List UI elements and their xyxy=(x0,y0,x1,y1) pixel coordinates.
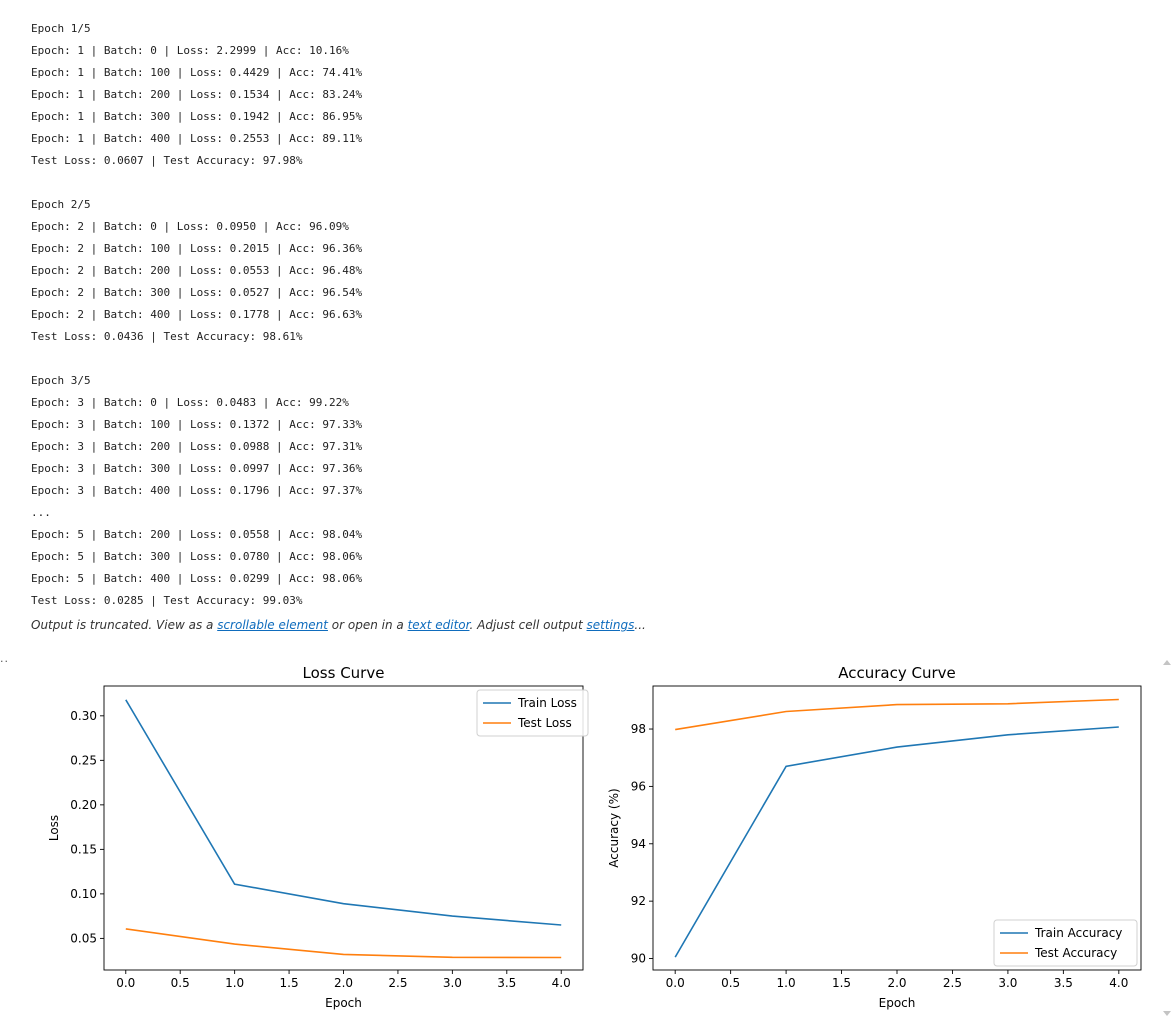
x-tick-label: 3.0 xyxy=(443,976,462,990)
series-line-0 xyxy=(125,699,562,926)
x-axis-label: Epoch xyxy=(879,996,916,1010)
truncation-prefix: Output is truncated. View as a xyxy=(31,618,218,632)
series-line-1 xyxy=(125,928,562,959)
y-tick-label: 0.25 xyxy=(70,753,97,767)
log-line: Test Loss: 0.0285 | Test Accuracy: 99.03… xyxy=(31,594,303,607)
x-tick-label: 3.0 xyxy=(998,976,1017,990)
x-tick-label: 0.5 xyxy=(721,976,740,990)
y-tick-label: 90 xyxy=(631,952,646,966)
log-line: Epoch: 5 | Batch: 200 | Loss: 0.0558 | A… xyxy=(31,528,363,541)
x-tick-label: 2.0 xyxy=(887,976,906,990)
y-tick-label: 94 xyxy=(631,837,646,851)
chart-title: Loss Curve xyxy=(303,664,385,682)
legend-label-1: Test Accuracy xyxy=(1034,946,1117,960)
log-line: ... xyxy=(31,506,51,519)
log-line xyxy=(31,348,362,370)
log-line: Epoch 2/5 xyxy=(31,198,91,211)
text-editor-link[interactable]: text editor xyxy=(407,618,470,632)
y-tick-label: 0.15 xyxy=(70,842,97,856)
x-tick-label: 3.5 xyxy=(497,976,516,990)
x-tick-label: 1.5 xyxy=(280,976,299,990)
x-tick-label: 4.0 xyxy=(1109,976,1128,990)
truncation-notice: Output is truncated. View as a scrollabl… xyxy=(31,618,646,632)
log-line: Epoch: 3 | Batch: 300 | Loss: 0.0997 | A… xyxy=(31,462,363,475)
x-tick-label: 1.0 xyxy=(225,976,244,990)
cell-gutter-ellipsis[interactable]: .. xyxy=(0,652,9,665)
x-tick-label: 1.0 xyxy=(777,976,796,990)
log-line: Epoch: 1 | Batch: 200 | Loss: 0.1534 | A… xyxy=(31,88,363,101)
log-line: Epoch: 3 | Batch: 400 | Loss: 0.1796 | A… xyxy=(31,484,363,497)
log-line: Epoch: 3 | Batch: 200 | Loss: 0.0988 | A… xyxy=(31,440,363,453)
log-line: Epoch: 2 | Batch: 200 | Loss: 0.0553 | A… xyxy=(31,264,363,277)
cell-output-log: Epoch 1/5 Epoch: 1 | Batch: 0 | Loss: 2.2… xyxy=(31,18,362,612)
loss-curve-chart: Loss Curve 0.0 0.5 1.0 1.5 2.0 2.5 3.0 3.5 4.0 0.0… xyxy=(47,664,589,1010)
log-line: Test Loss: 0.0436 | Test Accuracy: 98.61… xyxy=(31,330,303,343)
log-line: Epoch: 5 | Batch: 400 | Loss: 0.0299 | A… xyxy=(31,572,363,585)
series-line-0 xyxy=(674,726,1119,958)
accuracy-curve-chart: Accuracy Curve 0.0 0.5 1.0 1.5 2.0 2.5 3.0 3.5 4.… xyxy=(607,664,1142,1010)
scrollable-element-link[interactable]: scrollable element xyxy=(217,618,328,632)
log-line: Epoch: 1 | Batch: 300 | Loss: 0.1942 | A… xyxy=(31,110,363,123)
x-tick-label: 1.5 xyxy=(832,976,851,990)
truncation-suffix: ... xyxy=(634,618,646,632)
y-axis-label: Loss xyxy=(47,815,61,841)
legend-box xyxy=(993,919,1138,967)
truncation-middle: or open in a xyxy=(327,618,408,632)
y-axis-label: Accuracy (%) xyxy=(607,788,621,867)
log-line: Epoch: 1 | Batch: 0 | Loss: 2.2999 | Acc… xyxy=(31,44,349,57)
log-line: Epoch: 2 | Batch: 300 | Loss: 0.0527 | A… xyxy=(31,286,363,299)
log-line xyxy=(31,172,362,194)
y-tick-label: 92 xyxy=(631,894,646,908)
legend-label-1: Test Loss xyxy=(517,716,572,730)
log-line: Epoch 3/5 xyxy=(31,374,91,387)
truncation-after-editor: . Adjust cell output xyxy=(469,618,587,632)
log-line: Test Loss: 0.0607 | Test Accuracy: 97.98… xyxy=(31,154,303,167)
chart-title: Accuracy Curve xyxy=(838,664,956,682)
settings-link[interactable]: settings xyxy=(586,618,635,632)
log-line: Epoch: 5 | Batch: 300 | Loss: 0.0780 | A… xyxy=(31,550,363,563)
x-tick-label: 2.5 xyxy=(388,976,407,990)
scroll-down-arrow-icon[interactable] xyxy=(1163,1011,1171,1016)
log-line: Epoch: 2 | Batch: 100 | Loss: 0.2015 | A… xyxy=(31,242,363,255)
log-line: Epoch: 1 | Batch: 400 | Loss: 0.2553 | A… xyxy=(31,132,363,145)
y-tick-label: 0.20 xyxy=(70,798,97,812)
x-axis-label: Epoch xyxy=(325,996,362,1010)
log-line: Epoch: 1 | Batch: 100 | Loss: 0.4429 | A… xyxy=(31,66,363,79)
legend-label-0: Train Loss xyxy=(517,696,577,710)
legend-box xyxy=(476,689,589,737)
x-tick-label: 2.0 xyxy=(334,976,353,990)
legend-label-0: Train Accuracy xyxy=(1034,926,1122,940)
log-line: Epoch 1/5 xyxy=(31,22,91,35)
y-tick-label: 0.10 xyxy=(70,887,97,901)
log-line: Epoch: 3 | Batch: 0 | Loss: 0.0483 | Acc… xyxy=(31,396,349,409)
x-tick-label: 0.0 xyxy=(666,976,685,990)
scroll-up-arrow-icon[interactable] xyxy=(1163,660,1171,665)
y-tick-label: 96 xyxy=(631,779,646,793)
x-tick-label: 0.5 xyxy=(171,976,190,990)
series-line-1 xyxy=(675,698,1119,731)
log-line: Epoch: 2 | Batch: 400 | Loss: 0.1778 | A… xyxy=(31,308,363,321)
x-tick-label: 3.5 xyxy=(1054,976,1073,990)
y-tick-label: 0.30 xyxy=(70,709,97,723)
x-tick-label: 2.5 xyxy=(943,976,962,990)
log-line: Epoch: 2 | Batch: 0 | Loss: 0.0950 | Acc… xyxy=(31,220,349,233)
y-tick-label: 98 xyxy=(631,722,646,736)
y-tick-label: 0.05 xyxy=(70,931,97,945)
x-tick-label: 4.0 xyxy=(552,976,571,990)
log-line: Epoch: 3 | Batch: 100 | Loss: 0.1372 | A… xyxy=(31,418,363,431)
x-tick-label: 0.0 xyxy=(116,976,135,990)
